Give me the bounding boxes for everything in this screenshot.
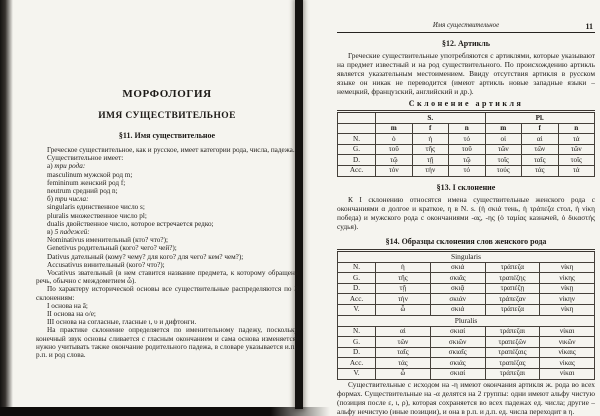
running-head: Имя существительное 11 [337, 20, 595, 33]
article-declension-table: S. Pl. m f n m f n N. ὁ ἡ τό οἱ αἱ τά [337, 110, 595, 177]
genders-label-prefix: а) [47, 162, 55, 171]
numbers-label: три числа: [54, 195, 89, 204]
subheader-f-s: f [411, 122, 449, 135]
alpha-purum-note: Существительные с исходом на -η имеют ок… [337, 379, 595, 416]
singularis-label: Singularis [337, 249, 595, 263]
cases-label-line: в) 5 падежей: [36, 228, 298, 236]
case-item-dativus: Dativus дательный (кому? чему? для кого?… [47, 252, 244, 261]
article-row-dative: D. τῷ τῇ τῷ τοῖς ταῖς τοῖς [337, 154, 595, 166]
case-item-nominativus: Nominativus именительный (кто? что?); [47, 236, 168, 245]
page-number: 11 [585, 22, 593, 31]
number-item-dualis: dualis двойственное число, которое встре… [47, 219, 214, 228]
article-table-heading: Склонение артикля [408, 99, 524, 108]
genders-label: три рода: [54, 162, 86, 171]
section-11-intro: Греческое существительное, как и русское… [47, 146, 295, 154]
article-table-subheader-row: m f n m f n [337, 122, 595, 135]
chapter-title: ИМЯ СУЩЕСТВИТЕЛЬНОЕ [98, 111, 236, 121]
stems-intro: По характеру исторической основы все сущ… [36, 285, 298, 302]
practice-note: На практике склонение определяется по им… [36, 326, 298, 360]
number-item-pluralis: pluralis множественное число pl; [47, 211, 147, 220]
subheader-m-pl: m [484, 122, 522, 135]
section-13-title: §13. I склонение [436, 182, 496, 192]
case-item-vocativus: Vocativus звательный (в нем ставится наз… [36, 269, 298, 286]
scan-left-edge-shadow [0, 0, 13, 416]
gender-item-neutrum: neutrum средний род n; [47, 187, 118, 196]
singular-row-accusative: Acc. τήν σκιάν τράπεζαν νίκην [337, 293, 595, 305]
article-row-nominative: N. ὁ ἡ τό οἱ αἱ τά [337, 133, 595, 145]
section-12-text: Греческие существительные употребляются … [337, 51, 595, 96]
cases-label: 5 падежей: [54, 228, 90, 237]
section-14-title: §14. Образцы склонения слов женского род… [385, 236, 547, 246]
stem-item-3: III основа на согласные, гласные ι, υ и … [47, 318, 197, 327]
article-table-corner [337, 111, 376, 124]
plural-row-vocative: V. ὦ σκιαί τράπεζαι νίκαι [337, 367, 595, 380]
noun-has-line: Существительное имеет: [47, 154, 124, 163]
singular-row-genitive: G. τῆς σκιᾶς τραπέζης νίκης [337, 272, 595, 284]
genders-label-line: а) три рода: [36, 162, 298, 170]
plural-row-genitive: G. τῶν σκιῶν τραπεζῶν νικῶν [337, 336, 595, 348]
gender-item-femininum: femininum женский род f; [47, 178, 126, 187]
article-table-singular-group: S. [375, 111, 486, 124]
part-title: МОРФОЛОГИЯ [122, 88, 212, 100]
article-row-genitive: G. τοῦ τῆς τοῦ τῶν τῶν τῶν [337, 143, 595, 156]
subheader-f-pl: f [521, 122, 559, 135]
book-gutter-shadow [295, 0, 303, 409]
subheader-n-pl: n [557, 122, 595, 135]
singular-row-nominative: N. ἡ σκιά τράπεζα νίκη [337, 261, 595, 274]
article-row-accusative: Acc. τόν τήν τό τούς τάς τά [337, 164, 595, 177]
gender-item-masculinum: masculinum мужской род m; [47, 170, 133, 179]
section-12-title: §12. Артикль [442, 39, 490, 48]
case-item-genetivus: Genetivus родительный (кого? чего? чей?)… [47, 244, 177, 253]
subheader-m-s: m [375, 122, 413, 135]
singular-row-vocative: V. ὦ σκιά τράπεζα νίκη [337, 303, 595, 316]
section-13-text: К I склонению относятся имена существите… [337, 194, 595, 231]
numbers-label-prefix: б) [47, 195, 55, 204]
article-table-group-row: S. Pl. [337, 111, 595, 124]
article-table-plural-group: Pl. [484, 111, 595, 124]
running-head-title: Имя существительное [432, 22, 500, 29]
subheader-n-s: n [448, 122, 486, 135]
scan-bottom-edge-shadow [0, 407, 330, 416]
left-page: МОРФОЛОГИЯ ИМЯ СУЩЕСТВИТЕЛЬНОЕ §11. Имя … [36, 88, 298, 359]
pluralis-label: Pluralis [337, 314, 595, 327]
singularis-label-row: Singularis [337, 249, 595, 263]
right-page: Имя существительное 11 §12. Артикль Греч… [337, 20, 595, 416]
plural-row-accusative: Acc. τάς σκιάς τραπέζας νίκας [337, 357, 595, 369]
stem-item-2: II основа на о/е; [47, 310, 96, 319]
section-11-title: §11. Имя существительное [118, 131, 216, 140]
pluralis-label-row: Pluralis [337, 314, 595, 327]
number-item-singularis: singularis единственное число s; [47, 203, 145, 212]
numbers-label-line: б) три числа: [36, 195, 298, 203]
stem-item-1: I основа на ā; [47, 301, 88, 310]
plural-row-nominative: N. αἱ σκιαί τράπεζαι νίκαι [337, 325, 595, 338]
cases-label-prefix: в) [47, 228, 55, 237]
singular-row-dative: D. τῇ σκιᾷ τραπέζῃ νίκῃ [337, 282, 595, 295]
case-item-accusativus: Accusativus винительный (кого? что?); [47, 260, 165, 269]
feminine-paradigm-table: Singularis N. ἡ σκιά τράπεζα νίκη G. τῆς… [337, 248, 595, 380]
plural-row-dative: D. ταῖς σκιαῖς τραπέζαις νίκαις [337, 346, 595, 359]
